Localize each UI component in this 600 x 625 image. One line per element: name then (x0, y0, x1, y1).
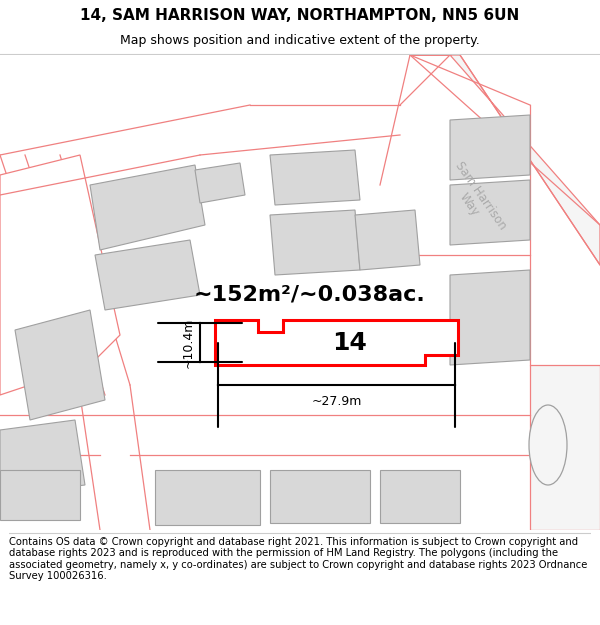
Text: Map shows position and indicative extent of the property.: Map shows position and indicative extent… (120, 34, 480, 47)
Text: Sam Harrison
Way: Sam Harrison Way (440, 159, 509, 241)
Polygon shape (90, 165, 205, 250)
Polygon shape (270, 470, 370, 523)
Text: Contains OS data © Crown copyright and database right 2021. This information is : Contains OS data © Crown copyright and d… (9, 537, 587, 581)
Polygon shape (270, 150, 360, 205)
Polygon shape (450, 270, 530, 365)
Polygon shape (270, 210, 360, 275)
Ellipse shape (529, 405, 567, 485)
Polygon shape (0, 470, 80, 520)
Polygon shape (0, 155, 120, 395)
Polygon shape (530, 365, 600, 530)
Polygon shape (410, 55, 600, 265)
Polygon shape (0, 420, 85, 495)
Polygon shape (95, 240, 200, 310)
Text: 14: 14 (332, 331, 367, 355)
Polygon shape (380, 470, 460, 523)
Polygon shape (450, 180, 530, 245)
Polygon shape (15, 310, 105, 420)
Text: 14, SAM HARRISON WAY, NORTHAMPTON, NN5 6UN: 14, SAM HARRISON WAY, NORTHAMPTON, NN5 6… (80, 8, 520, 23)
Polygon shape (355, 210, 420, 270)
Polygon shape (195, 163, 245, 203)
Text: ~152m²/~0.038ac.: ~152m²/~0.038ac. (194, 285, 426, 305)
Polygon shape (155, 470, 260, 525)
Text: ~10.4m: ~10.4m (182, 318, 195, 368)
Polygon shape (450, 115, 530, 180)
Polygon shape (215, 320, 458, 365)
Text: ~27.9m: ~27.9m (311, 395, 362, 408)
